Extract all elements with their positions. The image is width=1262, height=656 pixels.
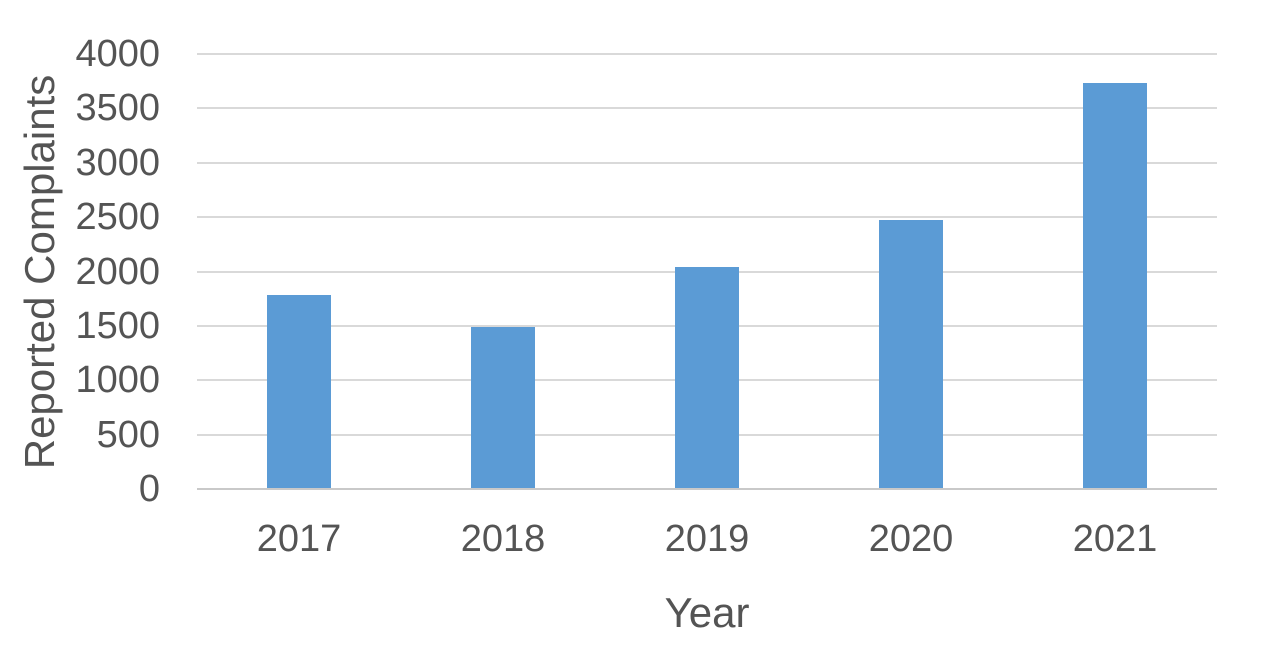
y-tick-label: 500	[96, 413, 160, 456]
gridline	[197, 216, 1217, 219]
x-tick-label: 2020	[868, 518, 954, 560]
y-tick-label: 2000	[75, 250, 160, 293]
y-tick-label: 0	[138, 468, 160, 510]
bar-2021	[1083, 83, 1147, 489]
y-tick-label: 4000	[75, 33, 160, 75]
x-tick-label: 2018	[460, 518, 546, 560]
y-tick-label: 1500	[75, 304, 160, 347]
y-tick-label: 1000	[75, 359, 160, 402]
bar-2018	[471, 326, 535, 489]
x-tick-label: 2017	[256, 518, 342, 560]
gridline	[197, 107, 1217, 110]
y-tick-label: 3000	[75, 141, 160, 184]
bar-2020	[879, 220, 943, 489]
plot-area	[197, 53, 1217, 490]
x-tick-label: 2021	[1072, 518, 1158, 560]
gridline	[197, 161, 1217, 164]
y-tick-label: 2500	[75, 196, 160, 239]
x-tick-label: 2019	[664, 518, 750, 560]
gridline	[197, 53, 1217, 55]
bar-2017	[267, 295, 331, 489]
x-axis-title: Year	[664, 589, 750, 636]
bar-2019	[675, 267, 739, 489]
y-tick-label: 3500	[75, 87, 160, 130]
x-axis-line	[197, 488, 1217, 490]
